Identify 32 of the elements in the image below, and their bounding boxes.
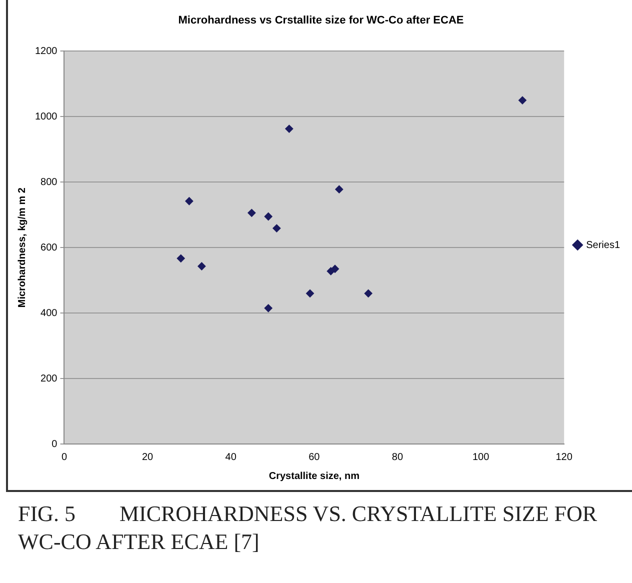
- point: [518, 96, 526, 104]
- point: [264, 212, 272, 221]
- point: [306, 289, 314, 298]
- y-axis-title: Microhardness, kg/m m 2: [16, 187, 28, 308]
- point: [335, 185, 344, 194]
- point: [185, 197, 194, 206]
- point: [248, 208, 256, 217]
- x-tick-label: 0: [61, 452, 68, 463]
- point: [285, 124, 294, 133]
- chart-title: Microhardness vs Crstallite size for WC-Co after ECAE: [178, 14, 464, 27]
- point: [272, 224, 281, 232]
- point: [364, 289, 372, 298]
- point: [264, 304, 272, 312]
- y-tick-label: 0: [52, 438, 58, 450]
- legend-label: Series1: [586, 240, 620, 251]
- point: [198, 262, 206, 270]
- y-tick-label: 1000: [34, 111, 58, 122]
- point: [176, 254, 185, 262]
- y-tick-label: 400: [40, 308, 58, 319]
- y-tick-label: 800: [40, 176, 58, 188]
- y-tick-label: 600: [40, 242, 58, 254]
- point: [330, 264, 339, 273]
- x-axis-title: Crystallite size, nm: [268, 470, 360, 482]
- x-tick-label: 120: [556, 452, 573, 463]
- caption: FIG. 5 MICROHARDNESS VS. CRYSTALLITE SIZE FOR WC-CO AFTER ECAE [7]: [18, 500, 598, 556]
- x-tick-label: 20: [142, 452, 154, 463]
- x-tick-label: 80: [392, 452, 404, 463]
- y-tick-label: 1200: [34, 46, 58, 57]
- x-tick-label: 40: [225, 452, 237, 463]
- y-tick-label: 200: [40, 373, 58, 384]
- x-tick-label: 60: [308, 452, 320, 463]
- x-tick-label: 100: [472, 452, 490, 463]
